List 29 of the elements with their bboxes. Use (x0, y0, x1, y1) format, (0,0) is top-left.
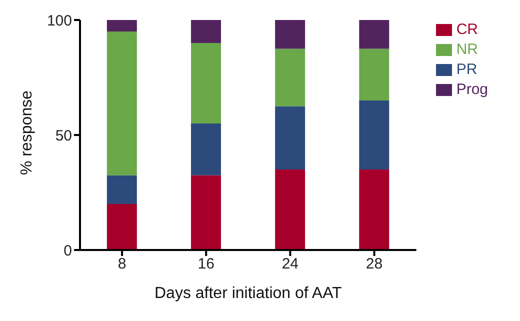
x-tick-label: 24 (282, 256, 299, 273)
legend-label: PR (456, 61, 478, 78)
bar (190, 124, 221, 176)
bar (106, 20, 137, 32)
bar (359, 170, 390, 250)
y-axis-title: % response (18, 90, 36, 175)
bar (359, 100, 390, 170)
bar (275, 48, 306, 106)
x-axis-title: Days after initiation of AAT (154, 285, 342, 302)
legend-label: Prog (456, 81, 488, 98)
bar (190, 20, 221, 43)
bar (190, 43, 221, 124)
x-tick-label: 28 (366, 256, 383, 273)
legend-label: CR (456, 21, 478, 38)
bar (106, 204, 137, 250)
y-tick-label: 50 (55, 127, 72, 144)
x-tick-label: 16 (198, 256, 214, 273)
bar (275, 170, 306, 250)
bar (190, 175, 221, 250)
bar (359, 20, 390, 49)
bar (106, 32, 137, 176)
y-tick-label: 0 (64, 242, 72, 260)
bar (359, 48, 390, 100)
bar (106, 175, 137, 204)
x-tick-label: 8 (118, 256, 126, 273)
bar (275, 106, 306, 170)
legend-label: NR (456, 41, 478, 58)
y-tick-label: 100 (46, 12, 72, 30)
bar (275, 20, 306, 49)
